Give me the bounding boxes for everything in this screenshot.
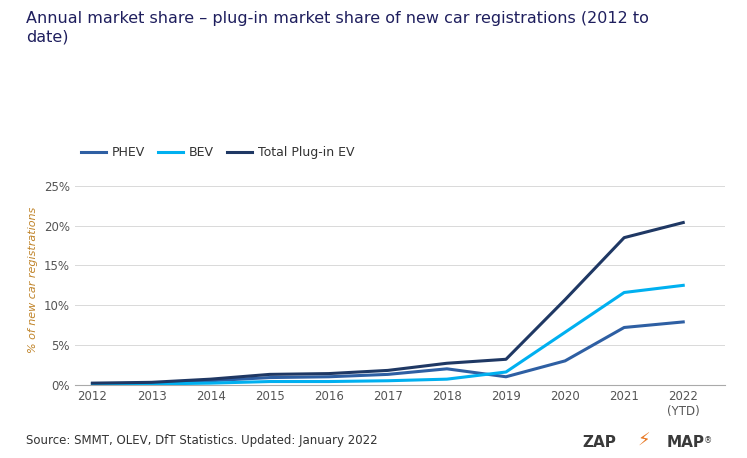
Line: PHEV: PHEV	[93, 322, 684, 384]
PHEV	[501, 374, 510, 380]
Total Plug-in EV	[206, 376, 215, 382]
Y-axis label: % of new car registrations: % of new car registrations	[28, 206, 38, 353]
Total Plug-in EV	[147, 380, 156, 385]
Text: ⚡: ⚡	[637, 432, 650, 450]
BEV	[679, 283, 688, 288]
BEV	[206, 381, 215, 386]
PHEV	[442, 366, 451, 371]
Legend: PHEV, BEV, Total Plug-in EV: PHEV, BEV, Total Plug-in EV	[81, 147, 354, 159]
PHEV	[147, 381, 156, 386]
PHEV	[620, 325, 629, 330]
Total Plug-in EV	[383, 368, 392, 373]
BEV	[265, 379, 274, 384]
Text: Source: SMMT, OLEV, DfT Statistics. Updated: January 2022: Source: SMMT, OLEV, DfT Statistics. Upda…	[26, 434, 378, 447]
BEV	[147, 381, 156, 387]
Total Plug-in EV	[501, 356, 510, 362]
Total Plug-in EV	[560, 297, 569, 302]
Total Plug-in EV	[679, 220, 688, 225]
Text: MAP: MAP	[666, 435, 704, 450]
PHEV	[679, 319, 688, 325]
Total Plug-in EV	[620, 235, 629, 240]
BEV	[88, 381, 97, 387]
PHEV	[560, 358, 569, 364]
PHEV	[265, 375, 274, 380]
BEV	[324, 379, 333, 384]
PHEV	[206, 378, 215, 383]
Line: BEV: BEV	[93, 285, 684, 384]
Line: Total Plug-in EV: Total Plug-in EV	[93, 223, 684, 383]
BEV	[501, 369, 510, 375]
Text: ®: ®	[704, 436, 712, 445]
BEV	[442, 376, 451, 382]
BEV	[560, 329, 569, 335]
PHEV	[88, 381, 97, 387]
Text: ZAP: ZAP	[583, 435, 616, 450]
Total Plug-in EV	[265, 371, 274, 377]
Total Plug-in EV	[88, 381, 97, 386]
Text: Annual market share – plug-in market share of new car registrations (2012 to: Annual market share – plug-in market sha…	[26, 11, 649, 27]
Total Plug-in EV	[324, 371, 333, 376]
Text: date): date)	[26, 30, 69, 45]
BEV	[620, 290, 629, 295]
Total Plug-in EV	[442, 360, 451, 366]
PHEV	[324, 374, 333, 380]
PHEV	[383, 371, 392, 377]
BEV	[383, 378, 392, 383]
